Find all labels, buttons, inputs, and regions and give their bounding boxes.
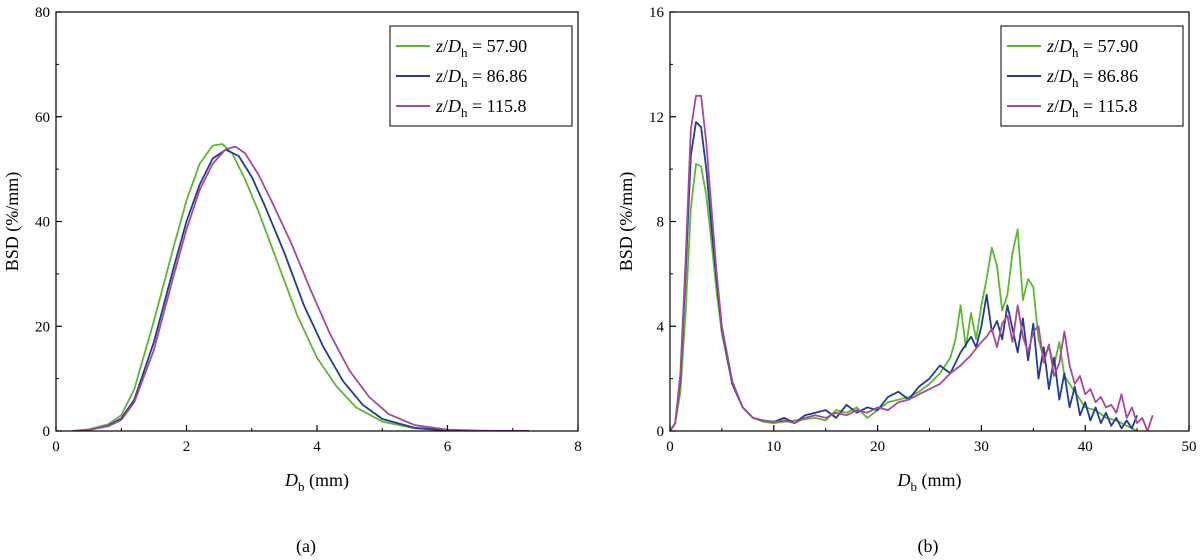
legend-var: z (435, 96, 443, 116)
legend-slash: / (443, 36, 448, 56)
legend-slash: / (1054, 96, 1059, 116)
panel-a-ytick-label: 0 (43, 424, 51, 440)
legend-var: z (1046, 96, 1054, 116)
panel-a-xtick-label: 6 (444, 439, 452, 455)
panel-a-series-1-line (72, 143, 530, 431)
legend-var: D (1058, 96, 1072, 116)
panel-a-xtick-label: 4 (313, 439, 321, 455)
panel-a-ytick-label: 80 (35, 5, 50, 21)
legend-sub: h (1072, 75, 1079, 90)
xlabel-var: D (284, 470, 298, 490)
legend-var: z (435, 36, 443, 56)
panel-b-xtick-label: 30 (974, 439, 989, 455)
legend-label-2: z/Dh = 86.86 (435, 66, 527, 90)
panel-a-ylabel: BSD (%/mm) (2, 172, 23, 272)
legend-slash: / (443, 96, 448, 116)
panel-b-series-1-line (670, 162, 1138, 431)
legend-var: D (1058, 36, 1072, 56)
xlabel-var: D (897, 470, 911, 490)
xlabel-sub: b (911, 479, 918, 494)
panel-b-series-2-line (670, 121, 1138, 431)
panel-b-xtick-label: 40 (1078, 439, 1093, 455)
legend-value: = 86.86 (468, 66, 528, 86)
panel-a-xtick-label: 0 (52, 439, 60, 455)
panel-b-xtick-label: 10 (766, 439, 781, 455)
panel-b-xtick-label: 0 (666, 439, 674, 455)
panel-b-chart: 0 10 20 30 40 50 0 4 8 12 16 Db (mm) BSD (%/mm) z/Dh … (616, 5, 1197, 494)
panel-b-ylabel: BSD (%/mm) (616, 172, 637, 272)
caption-a: (a) (296, 536, 316, 557)
panel-a-ytick-label: 60 (35, 110, 50, 126)
panel-a-xtick-label: 2 (183, 439, 191, 455)
legend-label-3: z/Dh = 115.8 (435, 96, 527, 120)
legend-var: D (447, 66, 461, 86)
legend-var: z (1046, 36, 1054, 56)
legend-slash: / (443, 66, 448, 86)
legend-var: z (1046, 66, 1054, 86)
panel-a-ytick-label: 40 (35, 215, 50, 231)
legend-sub: h (1072, 105, 1079, 120)
panel-b-xtick-label: 50 (1182, 439, 1197, 455)
legend-label-1: z/Dh = 57.90 (435, 36, 527, 60)
legend-value: = 115.8 (468, 96, 527, 116)
panel-a-xtick-label: 8 (574, 439, 582, 455)
legend-value: = 86.86 (1079, 66, 1139, 86)
panel-b-ytick-label: 16 (649, 5, 665, 21)
panel-b-ytick-label: 8 (657, 215, 665, 231)
xlabel-unit: (mm) (917, 470, 962, 491)
legend-value: = 57.90 (468, 36, 528, 56)
panel-b-ytick-label: 12 (649, 110, 664, 126)
legend-var: D (447, 96, 461, 116)
xlabel-unit: (mm) (305, 470, 350, 491)
panel-a-series-2-line (72, 148, 530, 431)
legend-label-2: z/Dh = 86.86 (1046, 66, 1138, 90)
panel-b-series-3-line (670, 94, 1154, 431)
legend-label-1: z/Dh = 57.90 (1046, 36, 1138, 60)
panel-a-xlabel: Db (mm) (284, 470, 349, 494)
legend-sub: h (461, 45, 468, 60)
panel-b-ytick-label: 0 (657, 424, 665, 440)
panel-a-series-3-line (72, 145, 530, 431)
caption-b: (b) (918, 536, 939, 557)
legend-sub: h (461, 75, 468, 90)
panel-b-xtick-label: 20 (870, 439, 885, 455)
legend-slash: / (1054, 66, 1059, 86)
legend-sub: h (461, 105, 468, 120)
panel-a-legend: z/Dh = 57.90z/Dh = 86.86z/Dh = 115.8 (389, 25, 573, 127)
panel-b-ytick-label: 4 (657, 319, 665, 335)
legend-label-3: z/Dh = 115.8 (1046, 96, 1138, 120)
legend-value: = 115.8 (1079, 96, 1138, 116)
panel-b-legend: z/Dh = 57.90z/Dh = 86.86z/Dh = 115.8 (1000, 25, 1184, 127)
panel-b-xlabel: Db (mm) (897, 470, 962, 494)
panel-a-ytick-label: 20 (35, 319, 50, 335)
legend-slash: / (1054, 36, 1059, 56)
legend-value: = 57.90 (1079, 36, 1139, 56)
legend-sub: h (1072, 45, 1079, 60)
legend-var: D (1058, 66, 1072, 86)
xlabel-sub: b (298, 479, 305, 494)
legend-var: z (435, 66, 443, 86)
legend-var: D (447, 36, 461, 56)
